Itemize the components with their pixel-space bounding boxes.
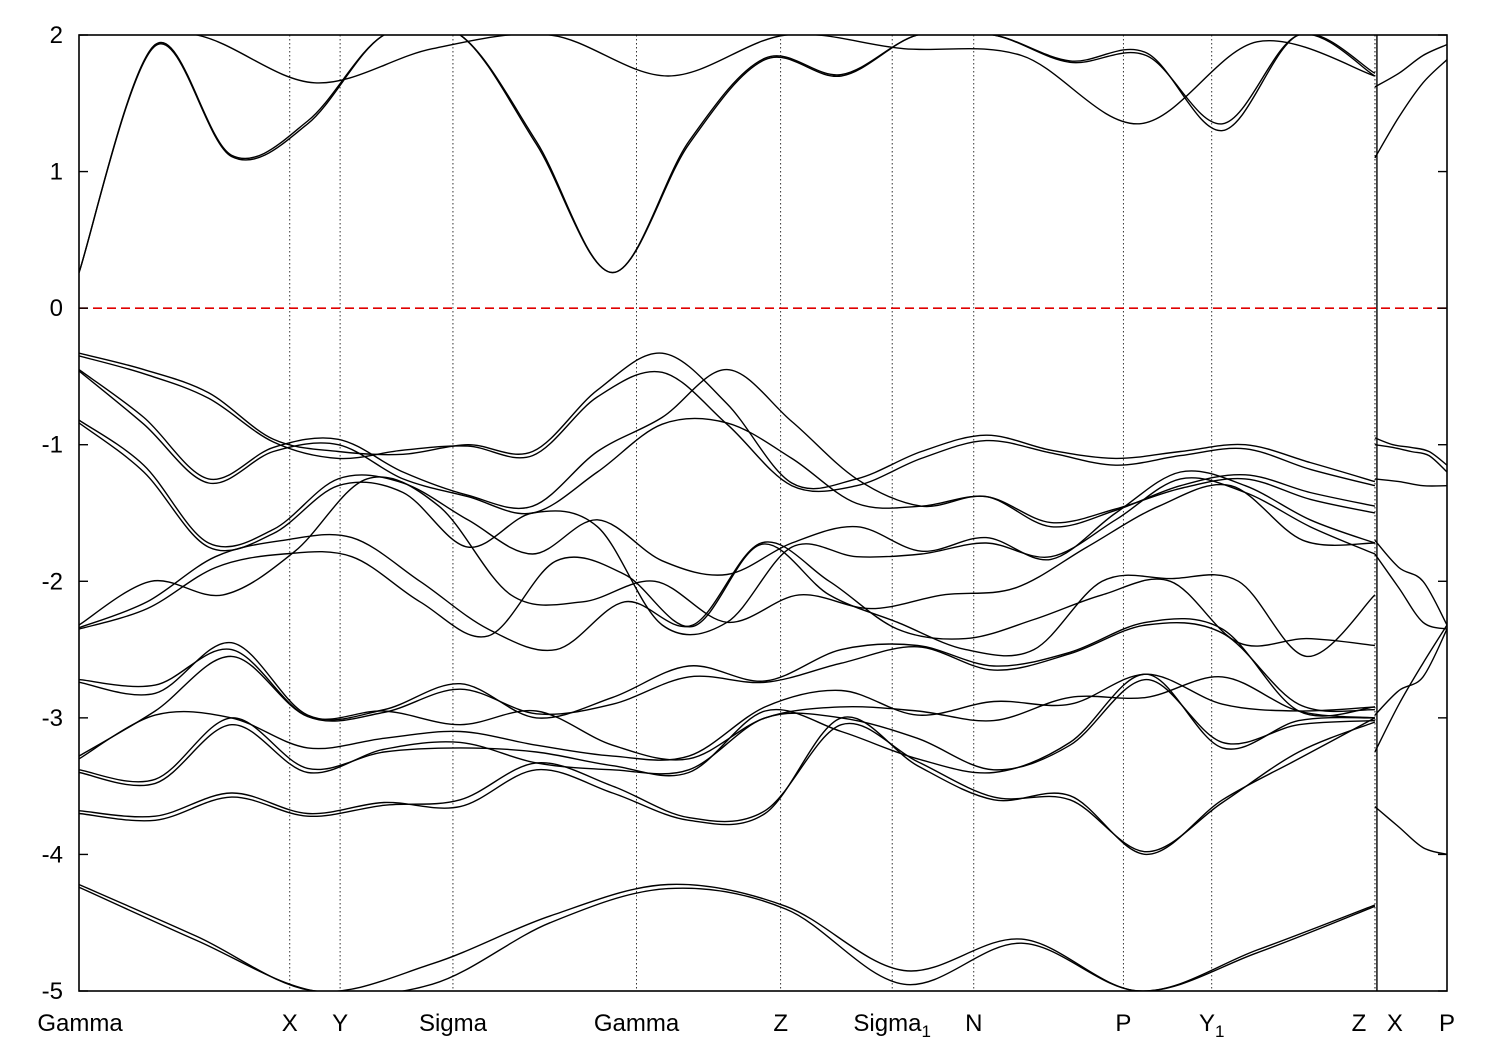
- band-line: [79, 370, 1376, 524]
- y-tick-label: -1: [42, 432, 63, 459]
- x-tick-label: Z: [1352, 1010, 1367, 1037]
- band-line: [1374, 59, 1447, 159]
- band-lines: [79, 35, 1447, 991]
- band-line: [79, 673, 1375, 783]
- band-line: [79, 355, 1376, 493]
- band-line: [79, 621, 1375, 722]
- band-line: [1374, 624, 1447, 753]
- band-line: [79, 678, 1375, 787]
- y-tick-label: -4: [42, 841, 63, 868]
- band-line: [1374, 553, 1447, 630]
- band-line: [79, 476, 1375, 626]
- band-line: [1374, 444, 1447, 473]
- x-tick-label: Z: [773, 1010, 788, 1037]
- x-tick-label: P: [1115, 1010, 1131, 1037]
- plot-border: [78, 34, 1448, 992]
- band-line: [79, 368, 1376, 528]
- x-tick-label: N: [965, 1010, 982, 1037]
- y-tick-label: -3: [42, 705, 63, 732]
- x-tick-label: Y: [332, 1010, 348, 1037]
- band-line: [79, 543, 1376, 658]
- x-tick-label: Gamma: [594, 1010, 680, 1037]
- band-line: [79, 673, 1375, 761]
- band-line: [79, 35, 1376, 125]
- x-axis: Gamma X Y Sigma Gamma Z Sigma1 N P Y1 Z X P: [37, 1010, 1455, 1041]
- band-line: [1374, 806, 1447, 856]
- band-line: [79, 533, 1375, 652]
- band-line: [79, 886, 1376, 991]
- x-tick-label: Sigma1: [853, 1010, 931, 1041]
- y-axis: 2 1 0 -1 -2 -3 -4 -5: [42, 22, 1447, 1005]
- x-tick-label: P: [1439, 1010, 1455, 1037]
- x-tick-label: Gamma: [37, 1010, 123, 1037]
- band-line: [79, 422, 1376, 636]
- band-line: [1374, 43, 1447, 88]
- x-tick-label: X: [282, 1010, 298, 1037]
- band-line: [79, 35, 1376, 274]
- y-tick-label: 1: [50, 159, 63, 186]
- y-tick-label: -2: [42, 568, 63, 595]
- y-tick-label: 2: [50, 22, 63, 49]
- band-line: [79, 883, 1376, 991]
- y-tick-label: 0: [50, 295, 63, 322]
- y-tick-label: -5: [42, 978, 63, 1005]
- x-tick-label: X: [1387, 1010, 1403, 1037]
- band-line: [1374, 478, 1447, 487]
- band-line: [1374, 437, 1447, 466]
- band-line: [79, 35, 1376, 274]
- band-line: [79, 721, 1376, 853]
- plot-frame: [78, 34, 1448, 992]
- high-symmetry-gridlines: [289, 35, 1376, 991]
- x-tick-label: Sigma: [419, 1010, 488, 1037]
- band-line: [79, 419, 1376, 576]
- band-line: [79, 617, 1375, 721]
- band-line: [79, 352, 1376, 490]
- band-line: [1374, 539, 1447, 626]
- x-tick-label: Y1: [1199, 1010, 1224, 1041]
- band-line: [79, 655, 1375, 761]
- band-line: [79, 716, 1376, 856]
- band-line: [1374, 628, 1447, 716]
